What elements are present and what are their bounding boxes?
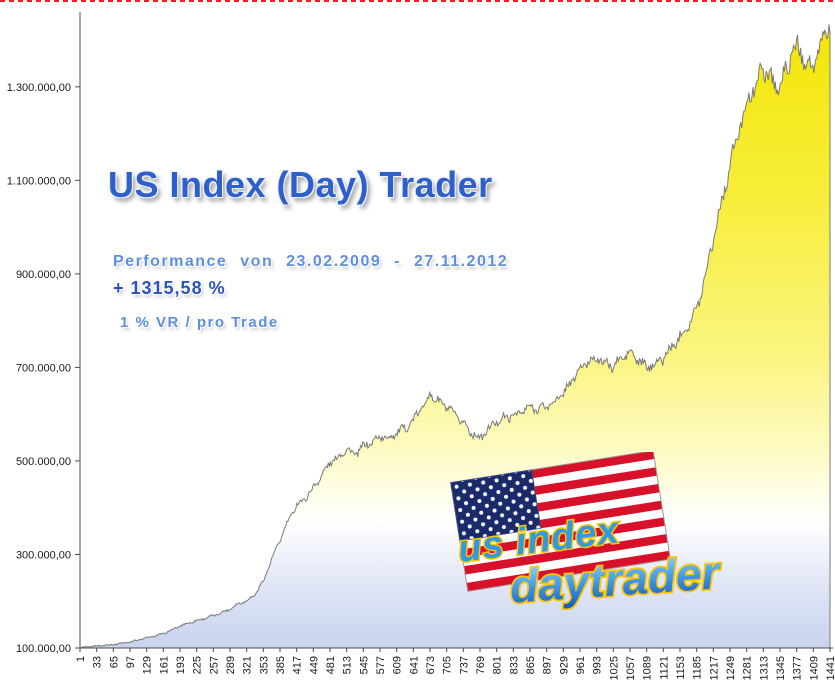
y-axis-labels: 100.000,00 300.000,00 500.000,00 700.000,00… [7,82,80,655]
x-tick-label: 1153 [675,656,687,680]
x-tick-label: 1 [75,656,87,662]
x-tick-label: 1185 [692,656,704,680]
x-tick-label: 1377 [792,656,804,680]
performance-period-label: Performance von 23.02.2009 - 27.11.2012 [113,253,509,270]
x-tick-label: 609 [392,656,404,674]
x-tick-label: 673 [425,656,437,674]
x-tick-label: 1089 [642,656,654,680]
x-tick-label: 961 [575,656,587,674]
red-dashed-border-top [0,0,835,2]
x-tick-label: 321 [242,656,254,674]
y-tick-label: 300.000,00 [16,549,71,561]
x-tick-label: 33 [92,656,104,668]
x-tick-label: 449 [308,656,320,674]
daytrader-logo: us index daytrader [450,452,725,614]
x-tick-label: 865 [525,656,537,674]
x-tick-label: 353 [258,656,270,674]
x-tick-label: 1441 [825,656,835,680]
y-tick-label: 100.000,00 [16,643,71,655]
x-tick-label: 705 [442,656,454,674]
x-tick-label: 929 [558,656,570,674]
x-tick-label: 385 [275,656,287,674]
x-tick-label: 1313 [758,656,770,680]
x-tick-label: 129 [142,656,154,674]
x-tick-label: 545 [358,656,370,674]
y-tick-label: 1.300.000,00 [7,82,71,94]
x-tick-label: 289 [225,656,237,674]
x-tick-label: 833 [508,656,520,674]
x-tick-label: 897 [542,656,554,674]
x-tick-label: 1217 [708,656,720,680]
x-tick-label: 1025 [608,656,620,680]
y-tick-label: 1.100.000,00 [7,175,71,187]
x-tick-label: 417 [292,656,304,674]
x-tick-label: 993 [592,656,604,674]
x-tick-label: 1121 [658,656,670,680]
y-tick-label: 500.000,00 [16,456,71,468]
y-tick-label: 900.000,00 [16,269,71,281]
us-flag-icon [450,452,671,592]
x-tick-label: 1409 [808,656,820,680]
x-tick-label: 577 [375,656,387,674]
x-tick-label: 1057 [625,656,637,680]
x-tick-label: 65 [108,656,120,668]
x-tick-label: 737 [458,656,470,674]
x-tick-label: 641 [408,656,420,674]
x-tick-label: 481 [325,656,337,674]
x-tick-label: 801 [492,656,504,674]
x-tick-label: 161 [158,656,170,674]
x-tick-label: 193 [175,656,187,674]
x-tick-label: 769 [475,656,487,674]
y-tick-label: 700.000,00 [16,362,71,374]
axes [76,12,833,649]
x-tick-label: 1249 [725,656,737,680]
x-tick-label: 257 [208,656,220,674]
x-tick-label: 225 [192,656,204,674]
risk-per-trade-label: 1 % VR / pro Trade [120,314,279,331]
x-axis-labels: 1 33 65 97 129 161 193 225 257 289 321 353 385 417 449… [75,648,835,680]
performance-return-label: + 1315,58 % [113,278,226,298]
x-tick-label: 97 [125,656,137,668]
x-tick-label: 513 [342,656,354,674]
x-tick-label: 1345 [775,656,787,680]
chart-title: US Index (Day) Trader [108,164,493,205]
x-tick-label: 1281 [742,656,754,680]
